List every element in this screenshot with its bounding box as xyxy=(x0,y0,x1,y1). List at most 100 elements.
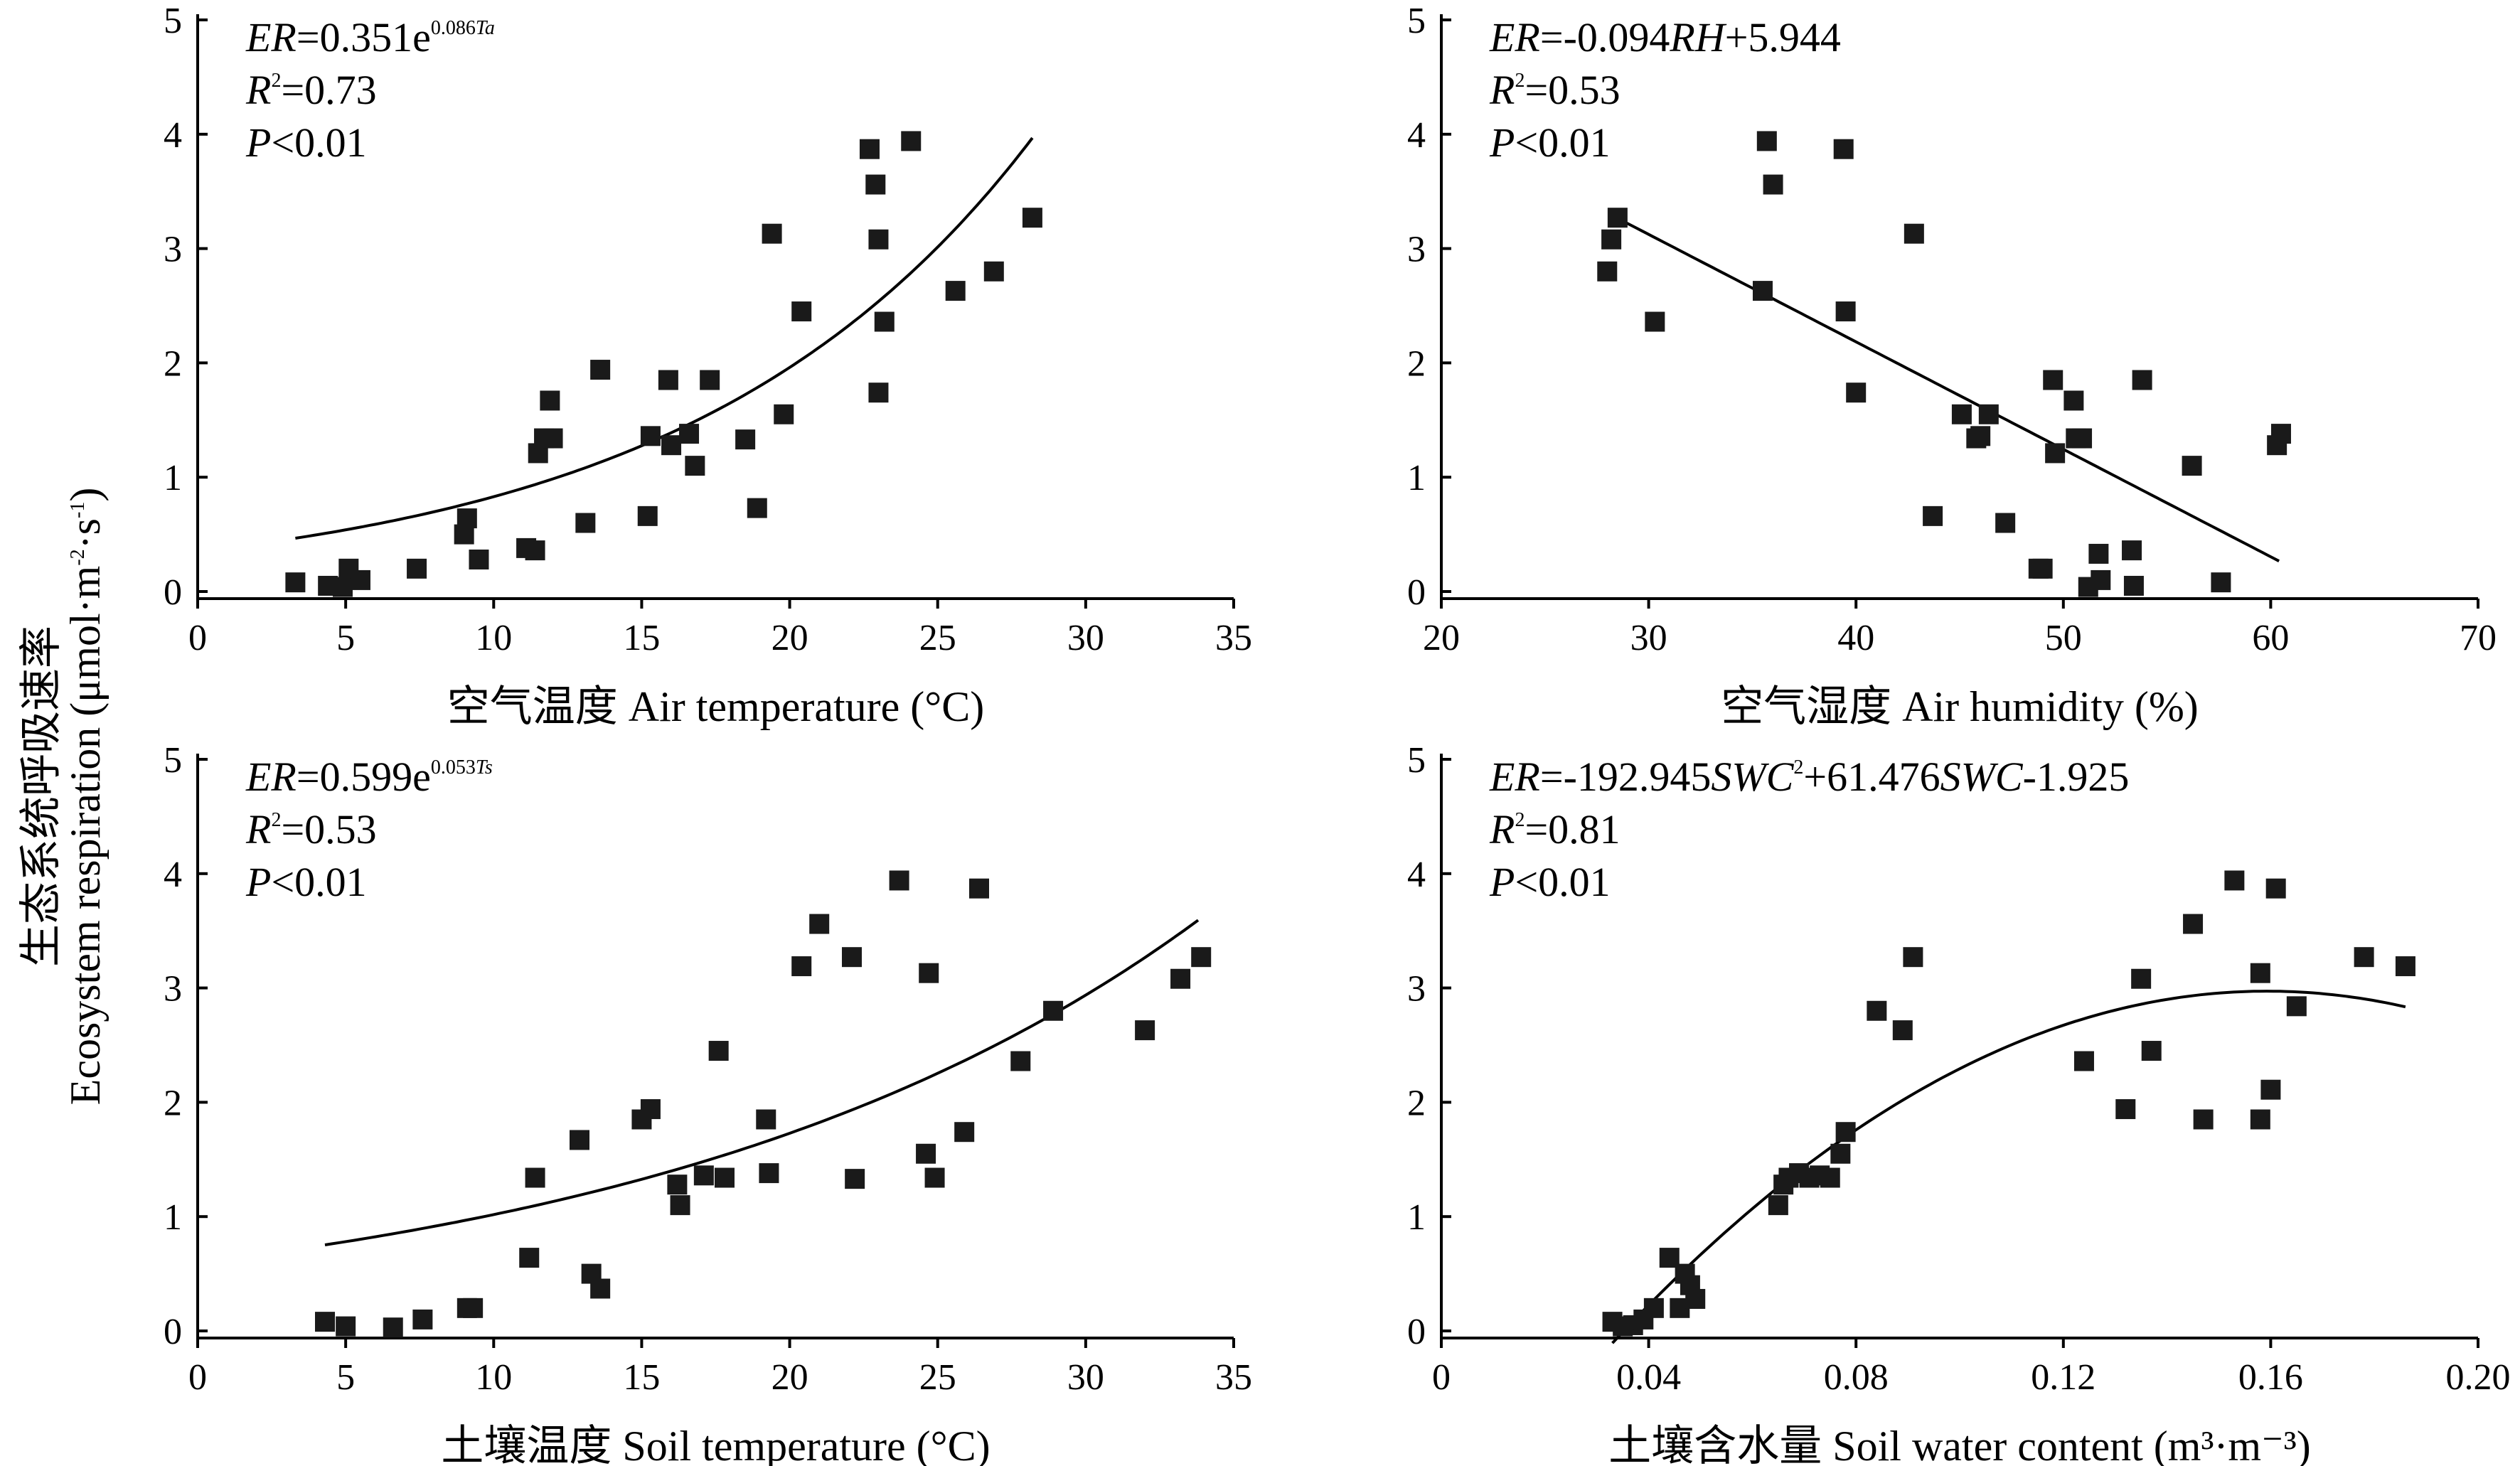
r-squared-label: R2=0.53 xyxy=(245,806,377,852)
regression-equation: ER=-0.094RH+5.944 xyxy=(1489,14,1841,60)
data-point xyxy=(1867,1000,1887,1021)
data-point xyxy=(983,261,1004,282)
x-tick-label: 25 xyxy=(919,1357,956,1398)
data-point xyxy=(809,914,830,934)
data-point xyxy=(868,382,889,403)
regression-equation: ER=0.599e0.053Ts xyxy=(245,754,493,800)
p-value-label: P<0.01 xyxy=(245,119,367,166)
data-point xyxy=(2115,1099,2136,1120)
x-tick-label: 20 xyxy=(1423,618,1460,658)
data-point xyxy=(336,1316,356,1337)
data-point xyxy=(469,549,489,569)
data-point xyxy=(919,963,939,983)
data-point xyxy=(756,1109,776,1130)
data-point xyxy=(670,1195,690,1216)
data-point xyxy=(685,456,705,476)
x-axis-title: 空气湿度 Air humidity (%) xyxy=(1721,683,2199,730)
fit-curve xyxy=(295,137,1034,540)
chart-panel-swc: 0 1 2 3 4 5 0 0.04 0.08 0.12 0.16 0.20 土壤含水量 Soil wa… xyxy=(1407,740,2511,1466)
data-point xyxy=(841,947,862,968)
x-tick-label: 35 xyxy=(1215,618,1252,658)
data-point xyxy=(525,1167,545,1188)
x-tick-label: 60 xyxy=(2252,618,2289,658)
x-tick-label: 5 xyxy=(336,618,355,658)
data-point xyxy=(519,1248,540,1268)
x-tick-label: 40 xyxy=(1837,618,1874,658)
data-point xyxy=(457,508,477,529)
data-point xyxy=(412,1309,433,1329)
r-squared-label: R2=0.53 xyxy=(1489,67,1621,113)
y-tick-label: 3 xyxy=(164,969,182,1010)
x-tick-label: 35 xyxy=(1215,1357,1252,1398)
data-point xyxy=(708,1041,729,1061)
data-point xyxy=(637,505,658,526)
data-point xyxy=(1645,311,1665,332)
data-point xyxy=(679,424,700,444)
data-point xyxy=(747,498,767,518)
x-tick-label: 30 xyxy=(1067,618,1104,658)
x-tick-label: 0.04 xyxy=(1616,1357,1681,1398)
data-point xyxy=(2032,558,2053,579)
data-point xyxy=(2211,572,2231,593)
y-axis-label-english: Ecosystem respiration (μmol·m-2·s-1) xyxy=(62,488,109,1106)
data-point xyxy=(2141,1041,2162,1061)
y-tick-label: 1 xyxy=(164,1197,182,1238)
data-point xyxy=(1601,229,1622,250)
y-tick-label: 2 xyxy=(164,1083,182,1123)
x-tick-label: 30 xyxy=(1630,618,1667,658)
y-tick-label: 0 xyxy=(164,572,182,613)
shared-y-axis-label: 生态系统呼吸速率 Ecosystem respiration (μmol·m-2… xyxy=(18,488,109,1106)
data-point xyxy=(1835,1122,1856,1143)
data-point xyxy=(791,301,812,322)
data-point xyxy=(693,1165,714,1186)
regression-equation: ER=0.351e0.086Ta xyxy=(245,14,495,60)
data-point xyxy=(774,404,794,424)
data-point xyxy=(1763,174,1783,195)
data-point xyxy=(2073,1051,2094,1071)
data-point xyxy=(889,870,909,891)
r-squared-label: R2=0.81 xyxy=(1489,806,1621,852)
data-point xyxy=(2270,424,2291,444)
data-point xyxy=(759,1163,779,1184)
data-point xyxy=(315,1312,336,1332)
y-tick-label: 5 xyxy=(164,1,182,41)
y-tick-label: 5 xyxy=(164,740,182,781)
data-point xyxy=(916,1143,936,1164)
x-tick-label: 15 xyxy=(623,618,660,658)
x-axis-title: 土壤温度 Soil temperature (°C) xyxy=(441,1423,990,1466)
chart-panel-ta: 0 1 2 3 4 5 0 5 10 15 20 25 30 35 空气温度 Air temperature… xyxy=(164,1,1252,730)
data-point xyxy=(1995,513,2016,533)
data-point xyxy=(2395,956,2415,977)
y-tick-label: 3 xyxy=(1407,230,1426,270)
data-point xyxy=(1756,131,1777,151)
data-point xyxy=(590,1278,611,1299)
y-tick-label: 4 xyxy=(1407,855,1426,895)
data-point xyxy=(2182,456,2202,476)
y-tick-label: 4 xyxy=(164,855,182,895)
data-point xyxy=(543,428,563,449)
y-tick-label: 4 xyxy=(1407,115,1426,156)
data-point xyxy=(2265,878,2286,899)
chart-panel-rh: 0 1 2 3 4 5 20 30 40 50 60 70 空气湿度 Air humidity (%) E… xyxy=(1407,1,2497,730)
data-point xyxy=(874,311,895,332)
x-tick-label: 0.16 xyxy=(2238,1357,2303,1398)
data-point xyxy=(1903,947,1923,968)
y-tick-label: 0 xyxy=(164,1312,182,1352)
data-point xyxy=(590,360,611,380)
data-point xyxy=(1892,1020,1913,1041)
data-point xyxy=(1752,281,1773,301)
data-point xyxy=(658,370,678,390)
data-point xyxy=(791,956,812,977)
data-point xyxy=(1043,1000,1064,1021)
data-point xyxy=(1923,505,1943,526)
x-tick-label: 0 xyxy=(1432,1357,1451,1398)
y-tick-label: 1 xyxy=(164,458,182,498)
y-tick-label: 2 xyxy=(164,343,182,384)
data-point xyxy=(463,1298,484,1318)
data-point xyxy=(1835,301,1856,322)
data-point xyxy=(2043,370,2063,390)
y-tick-label: 1 xyxy=(1407,1197,1426,1238)
x-tick-label: 30 xyxy=(1067,1357,1104,1398)
x-tick-label: 0.20 xyxy=(2446,1357,2511,1398)
